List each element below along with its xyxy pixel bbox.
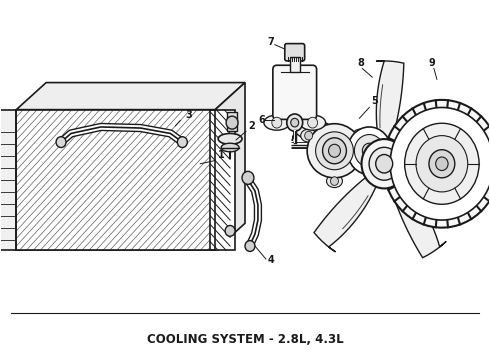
Polygon shape [314,176,377,252]
Ellipse shape [316,132,353,170]
Circle shape [245,240,255,251]
Circle shape [429,150,455,178]
Ellipse shape [326,175,343,188]
Bar [210,110,235,250]
Circle shape [436,157,448,171]
Circle shape [287,114,303,131]
Circle shape [416,136,468,192]
Circle shape [354,135,384,167]
Circle shape [322,138,346,164]
Ellipse shape [264,115,290,130]
Circle shape [305,131,313,140]
FancyBboxPatch shape [285,44,305,61]
Circle shape [225,225,235,236]
Polygon shape [402,123,478,165]
Polygon shape [292,112,368,163]
Text: 2: 2 [248,121,255,131]
Text: 6: 6 [258,114,265,125]
Bar [16,110,215,250]
Ellipse shape [300,115,325,130]
Text: COOLING SYSTEM - 2.8L, 4.3L: COOLING SYSTEM - 2.8L, 4.3L [147,333,343,346]
Ellipse shape [352,129,368,142]
Circle shape [56,137,66,148]
Circle shape [376,154,392,173]
Bar [290,57,300,72]
Bar [16,110,210,250]
Ellipse shape [221,143,239,152]
Circle shape [362,139,407,188]
Text: 8: 8 [357,58,364,68]
FancyBboxPatch shape [273,65,317,120]
Bar [227,112,237,131]
Circle shape [369,147,399,180]
Circle shape [390,108,490,220]
Circle shape [328,144,341,157]
Text: 9: 9 [429,58,436,68]
Polygon shape [390,178,446,258]
Circle shape [242,171,254,184]
Polygon shape [16,82,245,110]
Circle shape [177,137,187,148]
Circle shape [272,117,282,128]
Ellipse shape [307,124,362,178]
Circle shape [347,127,391,175]
Circle shape [308,117,318,128]
Bar [0,110,16,250]
Circle shape [405,123,479,204]
Text: 7: 7 [268,37,274,47]
Text: 3: 3 [185,110,192,120]
Text: 1: 1 [218,150,225,160]
Bar [16,110,215,250]
Ellipse shape [218,134,242,144]
Ellipse shape [301,129,317,142]
Circle shape [383,100,490,228]
Circle shape [356,131,364,140]
Text: 4: 4 [268,255,274,265]
Circle shape [291,118,299,127]
Polygon shape [376,61,404,143]
Text: 5: 5 [371,96,378,106]
Circle shape [331,177,339,185]
Circle shape [226,116,238,129]
Circle shape [362,143,376,158]
Polygon shape [215,82,245,250]
